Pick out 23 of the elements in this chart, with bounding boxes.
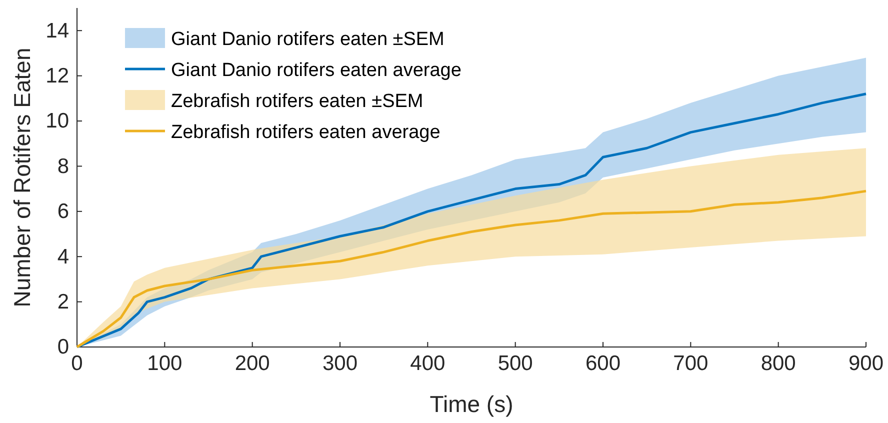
x-tick-label: 100 [147,352,182,375]
y-tick-label: 0 [57,336,69,359]
y-axis-title: Number of Rotifers Eaten [9,48,35,308]
legend-label: Zebrafish rotifers eaten ±SEM [171,91,424,112]
y-tick-label: 10 [46,110,69,133]
x-tick-label: 200 [234,352,270,375]
x-tick-label: 400 [410,352,446,375]
x-tick-label: 600 [585,352,621,375]
x-tick-label: 500 [498,352,533,375]
y-tick-label: 14 [46,19,70,42]
legend-label: Giant Danio rotifers eaten ±SEM [171,29,444,50]
legend-label: Giant Danio rotifers eaten average [171,60,462,81]
x-tick-label: 300 [322,352,358,375]
y-tick-label: 8 [57,154,69,178]
y-tick-label: 6 [57,200,69,224]
x-tick-label: 700 [673,352,708,375]
y-tick-label: 12 [46,64,69,88]
x-tick-label: 800 [760,352,796,375]
x-tick-label: 900 [848,352,884,375]
y-tick-label: 4 [57,245,70,268]
y-tick-label: 2 [57,290,69,314]
x-axis-title: Time (s) [430,391,514,417]
legend-label: Zebrafish rotifers eaten average [171,122,440,143]
